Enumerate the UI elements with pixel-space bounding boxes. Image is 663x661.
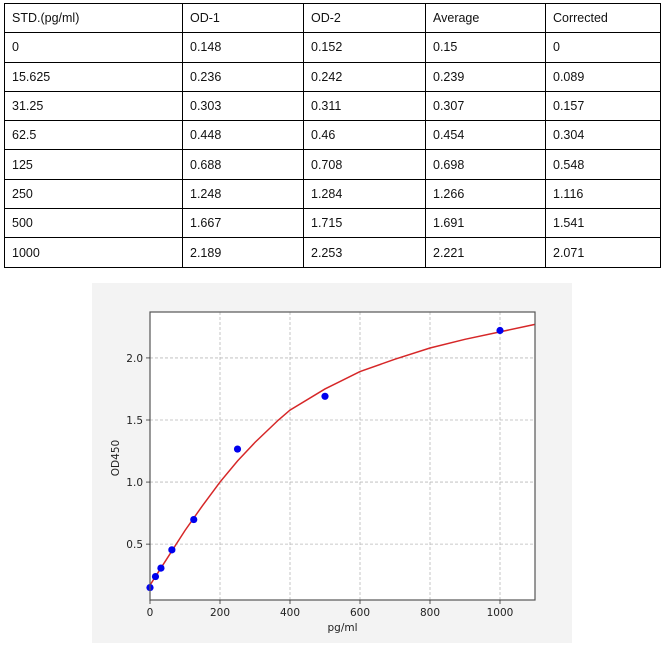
x-tick-label: 1000 <box>487 607 514 619</box>
x-tick-label: 600 <box>350 607 370 619</box>
data-point <box>157 564 165 572</box>
column-header: Corrected <box>545 2 661 34</box>
data-point <box>190 515 198 524</box>
y-tick-label: 1.5 <box>126 415 143 427</box>
table-cell: 1.116 <box>545 178 661 210</box>
table-cell: 1.248 <box>182 178 304 210</box>
table-cell: 0.698 <box>425 149 546 180</box>
table-row: 500 1.667 1.715 1.691 1.541 <box>4 208 661 239</box>
data-point <box>496 326 504 335</box>
table-cell: 2.071 <box>545 237 661 268</box>
table-cell: 0.236 <box>182 61 304 92</box>
table-cell: 0.15 <box>425 32 546 63</box>
table-row: 250 1.248 1.284 1.266 1.116 <box>4 178 661 210</box>
chart-panel: 0 200 400 600 800 1000 0.5 1.0 1.5 2.0 pg/ml OD450 <box>92 283 572 643</box>
table-cell: 0.239 <box>425 61 546 92</box>
table-cell: 1.691 <box>425 208 546 239</box>
table-cell: 15.625 <box>4 61 183 92</box>
table-cell: 0 <box>545 32 661 63</box>
table-row: 125 0.688 0.708 0.698 0.548 <box>4 149 661 180</box>
table-cell: 31.25 <box>4 90 183 122</box>
table-cell: 1.667 <box>182 208 304 239</box>
table-cell: 0.448 <box>182 120 304 151</box>
column-header: Average <box>425 2 546 34</box>
table-cell: 2.221 <box>425 237 546 268</box>
table-cell: 0.303 <box>182 90 304 122</box>
table-cell: 125 <box>4 149 183 180</box>
column-header: STD.(pg/ml) <box>4 2 183 34</box>
table-row: 0 0.148 0.152 0.15 0 <box>4 32 661 63</box>
column-header: OD-2 <box>303 2 426 34</box>
table-cell: 1.715 <box>303 208 426 239</box>
table-cell: 0.708 <box>303 149 426 180</box>
table-cell: 62.5 <box>4 120 183 151</box>
table-row: 1000 2.189 2.253 2.221 2.071 <box>4 237 661 268</box>
data-point <box>321 392 329 400</box>
x-tick-label: 0 <box>147 607 154 619</box>
table-header-row: STD.(pg/ml) OD-1 OD-2 Average Corrected <box>4 2 661 34</box>
table-cell: 0.157 <box>545 90 661 122</box>
table-cell: 500 <box>4 208 183 239</box>
data-point <box>168 546 176 554</box>
table-cell: 0.548 <box>545 149 661 180</box>
table-row: 15.625 0.236 0.242 0.239 0.089 <box>4 61 661 92</box>
table-cell: 1.284 <box>303 178 426 210</box>
x-tick-label: 200 <box>210 607 230 619</box>
table-row: 62.5 0.448 0.46 0.454 0.304 <box>4 120 661 151</box>
table-cell: 1.266 <box>425 178 546 210</box>
table-cell: 1000 <box>4 237 183 268</box>
table-cell: 0.152 <box>303 32 426 63</box>
table-cell: 2.189 <box>182 237 304 268</box>
fit-curve-line <box>149 323 536 586</box>
y-tick-label: 0.5 <box>126 539 143 551</box>
data-point <box>151 572 160 581</box>
y-tick-label: 2.0 <box>126 353 143 365</box>
table-cell: 0 <box>4 32 183 63</box>
column-header: OD-1 <box>182 2 304 34</box>
plot-area <box>150 312 535 600</box>
table-cell: 0.089 <box>545 61 661 92</box>
table-cell: 1.541 <box>545 208 661 239</box>
x-tick-label: 800 <box>420 607 440 619</box>
table-cell: 0.148 <box>182 32 304 63</box>
x-tick-label: 400 <box>280 607 300 619</box>
x-axis-label: pg/ml <box>327 622 357 634</box>
data-point <box>233 445 242 453</box>
table-cell: 0.304 <box>545 120 661 151</box>
y-axis-label: OD450 <box>110 440 122 476</box>
table-cell: 250 <box>4 178 183 210</box>
table-cell: 0.46 <box>303 120 426 151</box>
table-cell: 0.242 <box>303 61 426 92</box>
table-row: 31.25 0.303 0.311 0.307 0.157 <box>4 90 661 122</box>
standard-curve-chart: 0 200 400 600 800 1000 0.5 1.0 1.5 2.0 pg/ml OD450 <box>110 311 536 634</box>
y-tick-label: 1.0 <box>126 477 143 489</box>
table-cell: 0.311 <box>303 90 426 122</box>
table-cell: 0.307 <box>425 90 546 122</box>
axes-frame <box>149 311 536 601</box>
table-cell: 0.688 <box>182 149 304 180</box>
table-cell: 0.454 <box>425 120 546 151</box>
standard-curve-table: STD.(pg/ml) OD-1 OD-2 Average Corrected 0 0.14… <box>4 2 661 268</box>
table-cell: 2.253 <box>303 237 426 268</box>
